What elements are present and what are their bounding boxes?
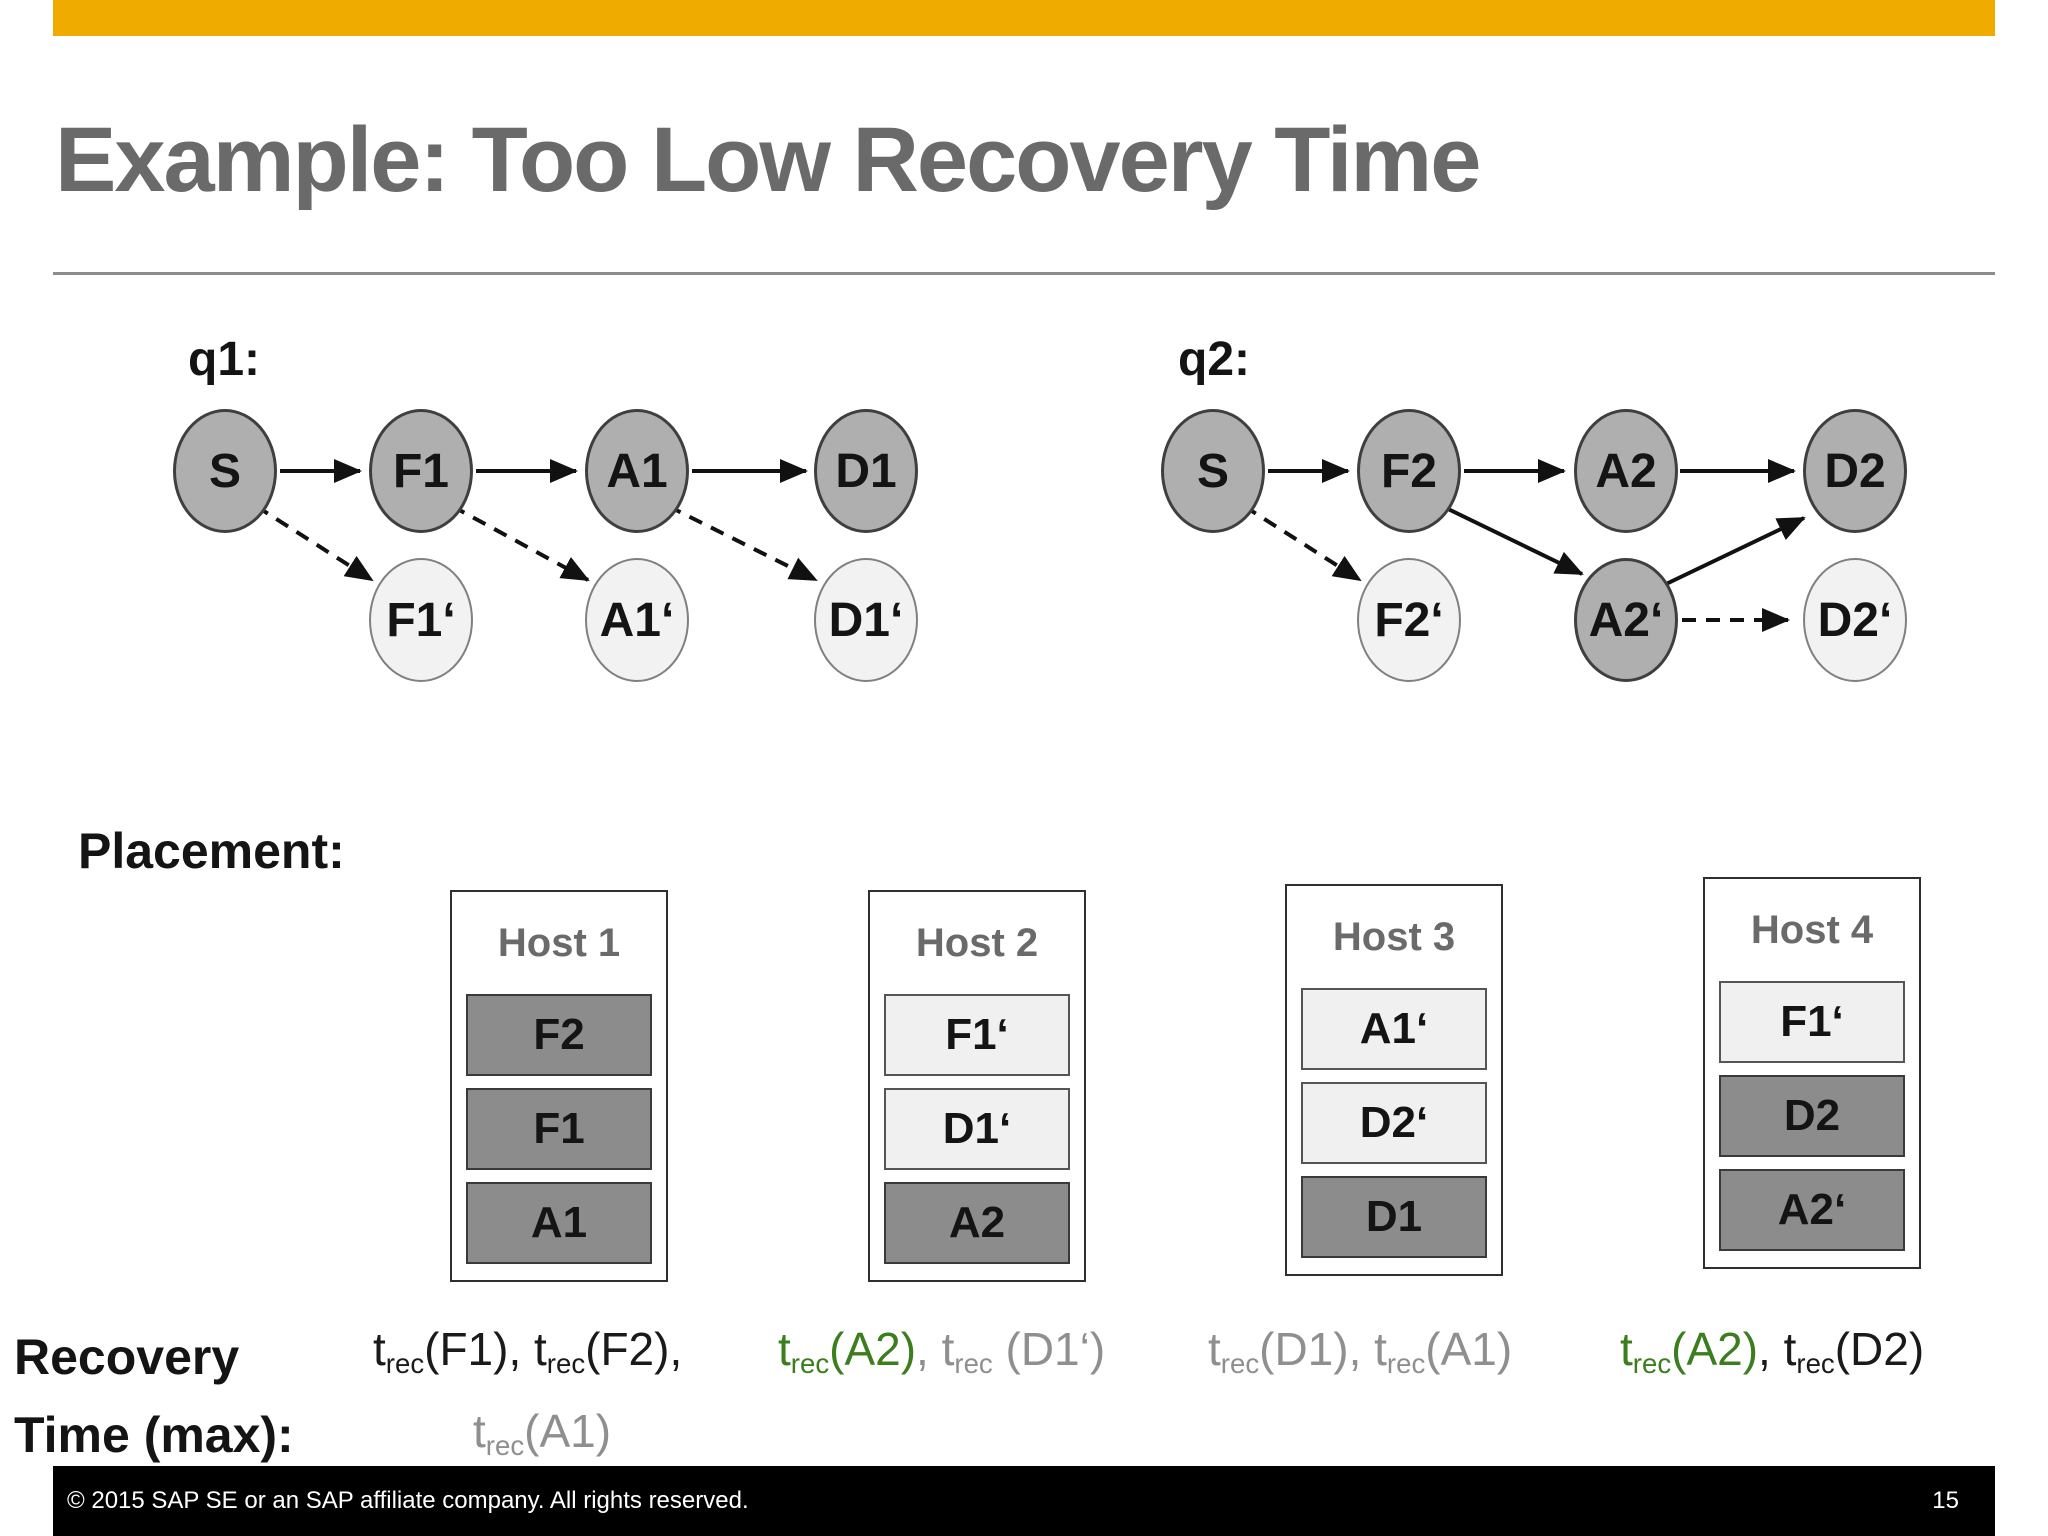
host-3-box: Host 3 A1‘ D2‘ D1 <box>1285 884 1503 1276</box>
recovery-token: t <box>373 1323 386 1375</box>
recovery-token: (F2), <box>585 1323 683 1375</box>
recovery-token: t <box>473 1405 486 1457</box>
node-q2-a2: A2 <box>1574 409 1678 533</box>
node-q2-s: S <box>1161 409 1265 533</box>
recovery-token: , t <box>1758 1323 1797 1375</box>
title-divider <box>53 272 1995 275</box>
node-q1-d1-replica: D1‘ <box>814 558 918 682</box>
recovery-token: rec <box>385 1347 425 1379</box>
edge-q2-a2p-d2 <box>1663 516 1806 587</box>
host-4-item-3: A2‘ <box>1719 1169 1905 1251</box>
recovery-token: t <box>1620 1323 1633 1375</box>
host-2-item-2: D1‘ <box>884 1088 1070 1170</box>
host-1-title: Host 1 <box>497 920 621 965</box>
recovery-expression-host1: trec(F1), trec(F2), <box>373 1322 683 1379</box>
recovery-token: rec <box>790 1347 830 1379</box>
node-q2-a2-replica: A2‘ <box>1574 558 1678 682</box>
node-q1-f1: F1 <box>369 409 473 533</box>
host-3-item-1: A1‘ <box>1301 988 1487 1070</box>
footer-page-number: 15 <box>1932 1487 1959 1514</box>
accent-bar <box>53 0 1995 36</box>
recovery-token: rec <box>485 1429 525 1461</box>
recovery-token: (F1), t <box>424 1323 547 1375</box>
recovery-token: rec <box>1220 1347 1260 1379</box>
recovery-token: (A2) <box>829 1323 917 1375</box>
recovery-token: rec <box>1632 1347 1672 1379</box>
host-2-item-1: F1‘ <box>884 994 1070 1076</box>
placement-label: Placement: <box>78 823 345 879</box>
host-3-item-3: D1 <box>1301 1176 1487 1258</box>
node-q1-f1-replica: F1‘ <box>369 558 473 682</box>
recovery-token: (A1) <box>1425 1323 1513 1375</box>
host-2-item-3: A2 <box>884 1182 1070 1264</box>
edge-q1-s-f1p <box>254 504 374 582</box>
footer-copyright: © 2015 SAP SE or an SAP affiliate compan… <box>67 1487 749 1514</box>
recovery-token: t <box>1208 1323 1221 1375</box>
edge-q1-a1-d1p <box>667 504 818 582</box>
recovery-token: rec <box>546 1347 586 1379</box>
host-4-title: Host 4 <box>1750 907 1874 952</box>
graph-q2-label: q2: <box>1178 333 1250 386</box>
graph-q1-label: q1: <box>188 333 260 386</box>
edge-q2-f2-a2p <box>1445 506 1584 576</box>
node-q1-d1: D1 <box>814 409 918 533</box>
recovery-token: rec <box>1386 1347 1426 1379</box>
recovery-token: (A1) <box>524 1405 612 1457</box>
recovery-token: (D2) <box>1834 1323 1925 1375</box>
page-title: Example: Too Low Recovery Time <box>55 109 1481 211</box>
edge-q1-f1-a1p <box>451 504 590 582</box>
recovery-expression-host1-max: trec(A1) <box>473 1404 612 1461</box>
footer-bar: © 2015 SAP SE or an SAP affiliate compan… <box>53 1466 1995 1536</box>
recovery-token: rec <box>954 1347 993 1379</box>
node-q2-d2: D2 <box>1803 409 1907 533</box>
node-q1-s: S <box>173 409 277 533</box>
host-2-title: Host 2 <box>915 920 1039 965</box>
host-3-title: Host 3 <box>1332 914 1456 959</box>
recovery-token: (D1‘) <box>992 1323 1106 1375</box>
recovery-token: (A2) <box>1671 1323 1759 1375</box>
node-q1-a1-replica: A1‘ <box>585 558 689 682</box>
recovery-token: , t <box>916 1323 955 1375</box>
host-1-box: Host 1 F2 F1 A1 <box>450 890 668 1282</box>
host-3-item-2: D2‘ <box>1301 1082 1487 1164</box>
node-q2-f2-replica: F2‘ <box>1357 558 1461 682</box>
host-4-box: Host 4 F1‘ D2 A2‘ <box>1703 877 1921 1269</box>
host-1-item-3: A1 <box>466 1182 652 1264</box>
recovery-token: t <box>778 1323 791 1375</box>
host-4-item-2: D2 <box>1719 1075 1905 1157</box>
recovery-expression-host2: trec(A2), trec (D1‘) <box>778 1322 1106 1379</box>
node-q2-d2-replica: D2‘ <box>1803 558 1907 682</box>
host-4-item-1: F1‘ <box>1719 981 1905 1063</box>
recovery-label-line2: Time (max): <box>14 1407 294 1463</box>
edge-q2-s-f2p <box>1242 504 1362 582</box>
node-q2-f2: F2 <box>1357 409 1461 533</box>
node-q1-a1: A1 <box>585 409 689 533</box>
recovery-token: rec <box>1796 1347 1835 1379</box>
recovery-expression-host4: trec(A2), trec(D2) <box>1620 1322 1925 1379</box>
recovery-token: (D1), t <box>1259 1323 1387 1375</box>
host-1-item-2: F1 <box>466 1088 652 1170</box>
recovery-expression-host3: trec(D1), trec(A1) <box>1208 1322 1513 1379</box>
host-2-box: Host 2 F1‘ D1‘ A2 <box>868 890 1086 1282</box>
recovery-label-line1: Recovery <box>14 1329 240 1385</box>
host-1-item-1: F2 <box>466 994 652 1076</box>
graph-edges <box>254 459 1806 632</box>
